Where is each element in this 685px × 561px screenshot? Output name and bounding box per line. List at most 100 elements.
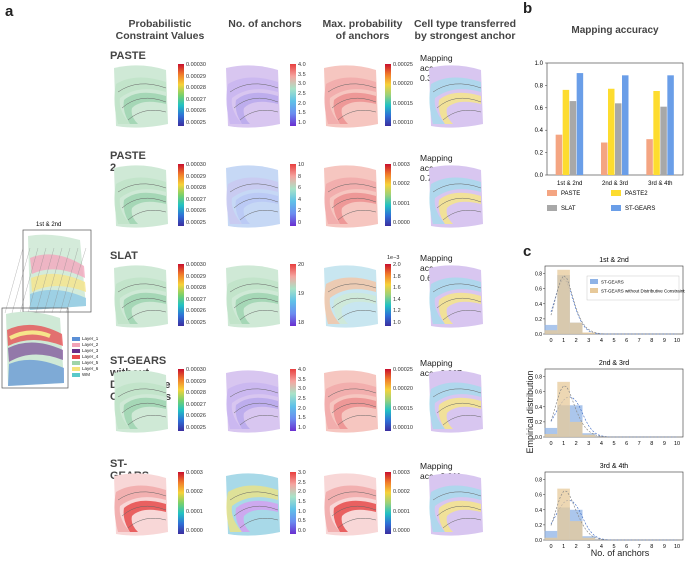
bar (660, 106, 667, 175)
colorbar-tick-label: 2.0 (393, 262, 401, 268)
bar (569, 101, 577, 175)
x-tick-label: 1 (562, 338, 565, 344)
legend-swatch (611, 205, 621, 211)
hist-legend-label: ST-GEARS (601, 280, 624, 285)
colorbar-tick-label: 4.0 (298, 367, 306, 373)
colorbar-tick-label: 0.00027 (186, 96, 206, 103)
tissue-map (324, 165, 378, 228)
y-tick-label: 0.2 (535, 420, 542, 426)
x-tick-label: 9 (663, 441, 666, 447)
tissue-map (226, 473, 280, 536)
layer-swatch (72, 337, 80, 341)
tissue-map (114, 265, 168, 328)
colorbar-tick-label: 0.0001 (393, 508, 410, 515)
colorbar-tick-label: 0.00027 (186, 196, 206, 203)
tissue-map (114, 473, 168, 536)
y-tick-label: 0.0 (535, 538, 542, 544)
x-tick-label: 2nd & 3rd (602, 181, 628, 187)
tissue-map (429, 370, 483, 433)
y-tick-label: 0.6 (535, 493, 542, 499)
colorbar (290, 64, 296, 126)
colorbar-tick-label: 0.0000 (186, 528, 203, 534)
colorbar-tick-label: 1.6 (393, 285, 401, 292)
colorbar-tick-label: 3.0 (298, 81, 306, 88)
tissue-map (226, 165, 280, 228)
hist-title: 2nd & 3rd (599, 360, 629, 367)
x-tick-label: 2 (575, 544, 578, 550)
layer-legend-label: WM (82, 372, 90, 377)
tissue-map (226, 65, 280, 128)
density-curve (550, 490, 677, 541)
colorbar-tick-label: 0.00010 (393, 425, 413, 431)
bar (608, 88, 615, 175)
colorbar-tick-label: 2.0 (298, 100, 306, 107)
hist-bar (544, 537, 558, 540)
tissue-map (324, 265, 378, 328)
colorbar (385, 472, 391, 534)
colorbar (178, 164, 184, 226)
colorbar-tick-label: 1.5 (298, 415, 306, 422)
layer-legend-item: Layer_1 (72, 336, 98, 342)
hist-legend-box (586, 275, 680, 301)
legend-label: PASTE (561, 191, 580, 197)
layer-swatch (72, 361, 80, 365)
colorbar-tick-label: 0.0003 (393, 162, 410, 168)
hist-bar (569, 322, 583, 334)
x-tick-label: 1st & 2nd (557, 181, 582, 187)
colorbar (290, 164, 296, 226)
layer-swatch (72, 367, 80, 371)
y-tick-label: 0.2 (535, 317, 542, 323)
hist-bar (582, 332, 596, 334)
colorbar-tick-label: 0.0002 (186, 489, 203, 496)
colorbar-tick-label: 0.00030 (186, 62, 206, 68)
y-tick-label: 0.6 (535, 106, 544, 112)
y-tick-label: 0.4 (535, 405, 542, 411)
y-tick-label: 0.0 (535, 173, 544, 179)
colorbar-tick-label: 2.0 (298, 489, 306, 496)
density-curve (550, 385, 677, 438)
colorbar-tick-label: 3.5 (298, 376, 306, 383)
colorbar (385, 264, 391, 326)
colorbar-tick-label: 0.0001 (393, 200, 410, 207)
legend-swatch (547, 190, 557, 196)
colorbar-tick-label: 10 (298, 162, 305, 168)
layer-legend-item: Layer_5 (72, 360, 98, 366)
x-tick-label: 9 (663, 544, 666, 550)
tissue-map (324, 473, 378, 536)
y-tick-label: 0.6 (535, 390, 542, 396)
density-curve (550, 278, 677, 335)
pair-label: 1st & 2nd (36, 222, 61, 228)
colorbar-tick-label: 0.00026 (186, 308, 206, 315)
hist-legend-swatch (590, 288, 598, 293)
tissue-map (429, 65, 483, 128)
layer-legend-label: Layer_6 (82, 366, 99, 371)
layer-legend: Layer_1 Layer_2 Layer_3 Layer_4 Layer_5 Layer… (72, 336, 98, 378)
layer-legend-item: Layer_2 (72, 342, 98, 348)
x-tick-label: 4 (600, 338, 603, 344)
tissue-map (429, 473, 483, 536)
layer-legend-item: Layer_4 (72, 354, 98, 360)
colorbar-tick-label: 3.0 (298, 386, 306, 393)
colorbar-tick-label: 0.0002 (393, 489, 410, 496)
hist-legend-swatch (590, 279, 598, 284)
colorbar-tick-label: 0.0 (298, 528, 306, 534)
colorbar-tick-label: 0.00028 (186, 85, 206, 92)
x-tick-label: 10 (674, 544, 680, 550)
x-tick-label: 3rd & 4th (648, 181, 672, 187)
hist-bar (544, 324, 558, 334)
x-tick-label: 10 (674, 338, 680, 344)
panel-letter-a: a (5, 3, 14, 20)
x-tick-label: 9 (663, 338, 666, 344)
colorbar-tick-label: 1.2 (393, 308, 401, 315)
colorbar-tick-label: 0.0003 (186, 470, 203, 476)
y-tick-label: 0.4 (535, 508, 542, 514)
colorbar-tick-label: 4 (298, 196, 302, 203)
layer-swatch (72, 349, 80, 353)
hist-title: 3rd & 4th (600, 463, 629, 470)
colorbar-tick-label: 0.00026 (186, 108, 206, 115)
x-tick-label: 8 (650, 441, 653, 447)
colorbar (290, 472, 296, 534)
hist-bar (569, 421, 583, 437)
bar (615, 103, 622, 175)
x-tick-label: 7 (638, 544, 641, 550)
